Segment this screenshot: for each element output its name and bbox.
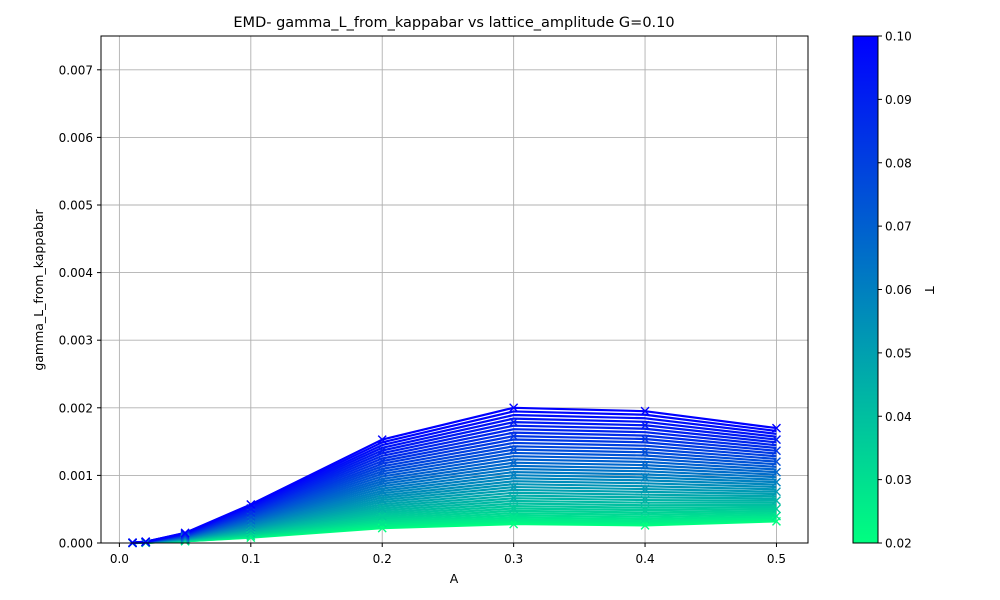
series-marker: [180, 528, 190, 538]
y-tick-label: 0.006: [59, 131, 93, 145]
series-marker: [509, 513, 519, 523]
series-marker: [771, 477, 781, 487]
series-marker: [640, 495, 650, 505]
series-marker: [509, 493, 519, 503]
series-marker: [246, 511, 256, 521]
x-tick-label: 0.1: [241, 552, 260, 566]
colorbar-tick-label: 0.10: [885, 30, 912, 44]
colorbar-tick-label: 0.02: [885, 537, 912, 551]
series-marker: [771, 467, 781, 477]
colorbar-label: T: [922, 285, 937, 294]
series-marker: [640, 460, 650, 470]
series-marker: [640, 514, 650, 524]
series-marker: [377, 466, 387, 476]
series-marker: [377, 456, 387, 466]
x-tick-label: 0.3: [504, 552, 523, 566]
plot-frame: [100, 35, 809, 544]
y-axis-label: gamma_L_from_kappabar: [31, 208, 46, 370]
x-tick-label: 0.0: [110, 552, 129, 566]
series-marker: [141, 537, 151, 547]
series-marker: [771, 423, 781, 433]
series-marker: [377, 486, 387, 496]
colorbar: [853, 36, 878, 543]
series-marker: [246, 519, 256, 529]
series-marker: [771, 457, 781, 467]
series-marker: [246, 499, 256, 509]
series-marker: [377, 511, 387, 521]
y-tick-label: 0.001: [59, 469, 93, 483]
colorbar-tick-label: 0.08: [885, 156, 912, 170]
series-marker: [246, 515, 256, 525]
series-marker: [509, 482, 519, 492]
series-line: [132, 406, 777, 544]
y-tick-label: 0.007: [59, 63, 93, 77]
series-marker: [771, 487, 781, 497]
series-marker: [509, 504, 519, 514]
series-marker: [377, 503, 387, 513]
x-tick-label: 0.4: [636, 552, 655, 566]
colorbar-tick-label: 0.04: [885, 410, 912, 424]
series-lines: [132, 406, 777, 545]
x-tick-label: 0.2: [373, 552, 392, 566]
series-marker: [771, 435, 781, 445]
y-tick-label: 0.003: [59, 334, 93, 348]
series-marker: [640, 505, 650, 515]
series-marker: [246, 504, 256, 514]
colorbar-tick-label: 0.09: [885, 93, 912, 107]
x-tick-label: 0.5: [767, 552, 786, 566]
series-marker: [640, 472, 650, 482]
y-axis-ticks: 0.000 0.001 0.002 0.003 0.004 0.005 0.006 0.007: [59, 63, 101, 551]
series-marker: [771, 496, 781, 506]
series-marker: [640, 434, 650, 444]
series-marker: [377, 518, 387, 528]
series-marker: [180, 529, 190, 539]
colorbar-tick-label: 0.07: [885, 220, 912, 234]
x-axis-label: A: [450, 571, 459, 586]
series-marker: [509, 417, 519, 427]
colorbar-tick-label: 0.06: [885, 283, 912, 297]
y-tick-label: 0.002: [59, 401, 93, 415]
series-marker: [509, 445, 519, 455]
series-marker: [377, 495, 387, 505]
colorbar-tick-label: 0.05: [885, 346, 912, 360]
series-marker: [640, 484, 650, 494]
series-marker: [377, 446, 387, 455]
series-marker: [640, 420, 650, 430]
series-marker: [246, 508, 256, 518]
series-marker: [771, 504, 781, 514]
series-marker: [509, 470, 519, 480]
series-marker: [180, 530, 190, 540]
y-tick-label: 0.004: [59, 266, 93, 280]
y-tick-label: 0.005: [59, 199, 93, 213]
series-marker: [246, 525, 256, 535]
series-marker: [377, 435, 387, 445]
series-marker: [640, 447, 650, 457]
series-marker: [509, 431, 519, 441]
series-marker: [509, 458, 519, 468]
series-marker: [509, 403, 519, 413]
series-marker: [509, 519, 519, 529]
series-marker: [771, 511, 781, 521]
grid-lines: [101, 36, 808, 544]
series-marker: [640, 406, 650, 416]
x-axis-ticks: 0.0 0.1 0.2 0.3 0.4 0.5: [110, 543, 786, 566]
series-marker: [246, 522, 256, 532]
colorbar-tick-label: 0.03: [885, 473, 912, 487]
series-marker: [640, 520, 650, 530]
chart-title: EMD- gamma_L_from_kappabar vs lattice_am…: [233, 15, 674, 31]
series-marker: [771, 446, 781, 456]
series-marker: [377, 476, 387, 486]
colorbar-ticks: 0.02 0.03 0.04 0.05 0.06 0.07 0.08 0.09 0.10: [878, 30, 912, 551]
y-tick-label: 0.000: [59, 537, 93, 551]
